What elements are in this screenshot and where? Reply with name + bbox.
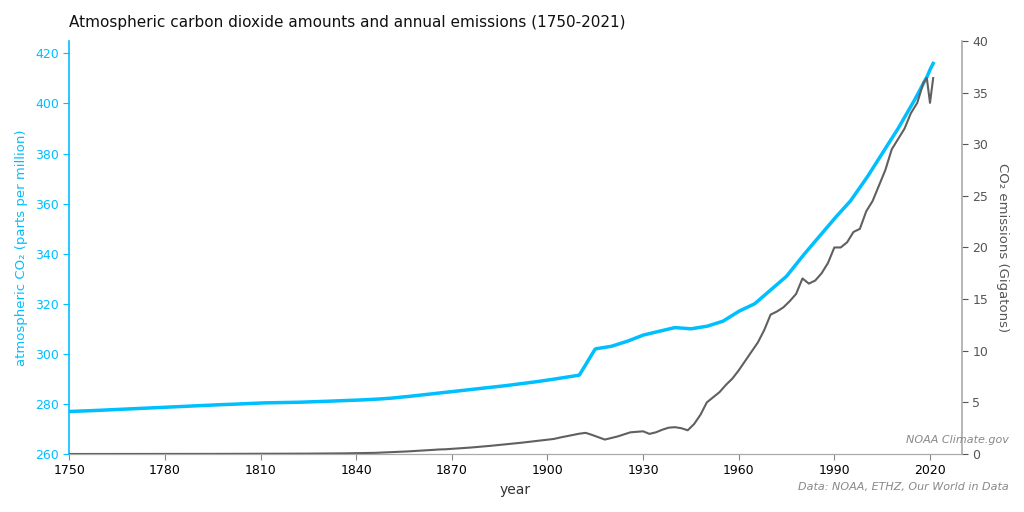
Y-axis label: CO₂ emissions (Gigatons): CO₂ emissions (Gigatons): [996, 163, 1009, 332]
X-axis label: year: year: [500, 483, 531, 497]
Text: Atmospheric carbon dioxide amounts and annual emissions (1750-2021): Atmospheric carbon dioxide amounts and a…: [70, 15, 626, 30]
Y-axis label: atmospheric CO₂ (parts per million): atmospheric CO₂ (parts per million): [15, 129, 28, 366]
Text: Data: NOAA, ETHZ, Our World in Data: Data: NOAA, ETHZ, Our World in Data: [798, 481, 1009, 492]
Text: NOAA Climate.gov: NOAA Climate.gov: [906, 435, 1009, 445]
